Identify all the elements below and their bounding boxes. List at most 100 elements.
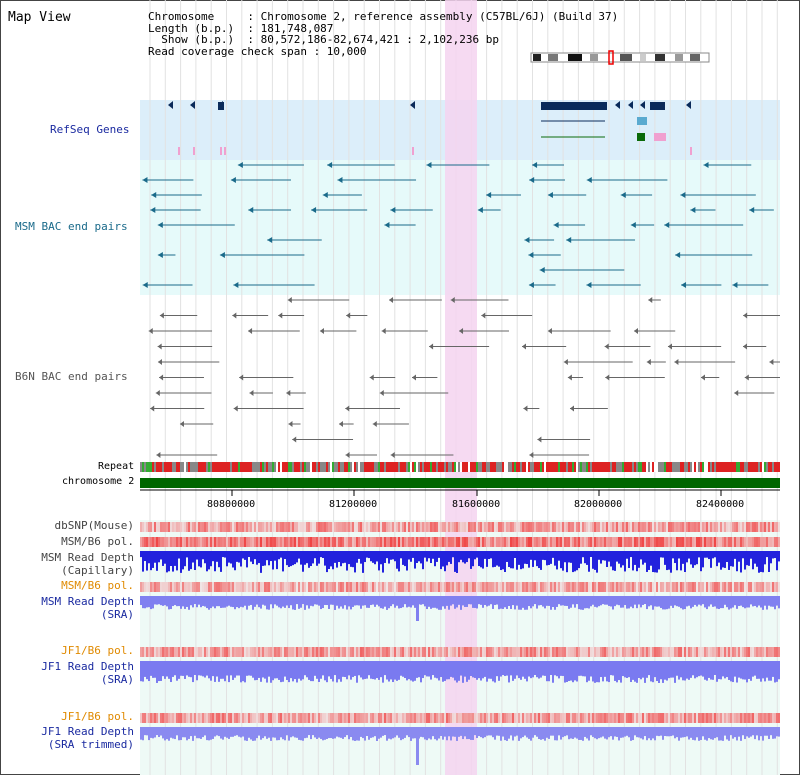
heat-cell [650, 647, 652, 657]
repeat-segment [372, 462, 374, 472]
heat-cell [536, 582, 538, 592]
b6n-bac-end [605, 374, 610, 381]
depth-bar [484, 557, 486, 559]
heat-cell [754, 537, 756, 547]
track-label-refseq[interactable]: RefSeq Genes [50, 123, 130, 136]
depth-bar [582, 604, 584, 610]
depth-bar [276, 735, 278, 741]
heat-cell [672, 582, 674, 592]
depth-bar [186, 735, 188, 741]
repeat-segment [534, 462, 536, 472]
depth-bar [174, 604, 176, 606]
heat-cell [710, 647, 712, 657]
depth-bar [460, 604, 462, 610]
repeat-segment [332, 462, 334, 472]
depth-bar [230, 604, 232, 607]
heat-cell [378, 713, 380, 723]
repeat-segment [198, 462, 200, 472]
heat-cell [520, 537, 522, 547]
heat-cell [256, 713, 258, 723]
heat-cell [764, 582, 766, 592]
heat-cell [192, 537, 194, 547]
depth-bar [560, 735, 562, 740]
depth-baseline [140, 551, 780, 557]
heat-cell [322, 582, 324, 592]
heat-cell [568, 647, 570, 657]
repeat-segment [286, 462, 288, 472]
ideogram-band [655, 54, 665, 61]
heat-cell [378, 647, 380, 657]
depth-bar [378, 735, 380, 739]
heat-cell [296, 647, 298, 657]
heat-cell [600, 582, 602, 592]
repeat-segment [766, 462, 768, 472]
depth-bar [196, 735, 198, 739]
b6n-bac-end [529, 452, 534, 458]
track-label-jf1-b6-pol: JF1/B6 pol. [61, 644, 134, 657]
heat-cell [544, 647, 546, 657]
heat-cell [270, 522, 272, 532]
ideogram-band [640, 54, 646, 61]
heat-cell [578, 537, 580, 547]
repeat-segment [458, 462, 460, 472]
heat-cell [744, 537, 746, 547]
depth-bar [394, 557, 396, 562]
msm-bac-end [703, 162, 709, 168]
depth-bar [168, 557, 170, 572]
depth-bar [612, 604, 614, 610]
heat-cell [682, 713, 684, 723]
track-label-b6n-bac[interactable]: B6N BAC end pairs [15, 370, 128, 383]
heat-cell [218, 647, 220, 657]
heat-cell [170, 582, 172, 592]
depth-bar [720, 604, 722, 609]
heat-cell [764, 537, 766, 547]
heat-cell [700, 522, 702, 532]
msm-bac-end [311, 207, 317, 213]
heat-cell [486, 537, 488, 547]
heat-cell [606, 582, 608, 592]
depth-bar [194, 735, 196, 736]
depth-bar [746, 735, 748, 737]
depth-bar [208, 557, 210, 570]
depth-bar [768, 557, 770, 572]
depth-bar [640, 557, 642, 560]
depth-bar [328, 675, 330, 677]
depth-bar [552, 675, 554, 683]
depth-bar [468, 557, 470, 559]
heat-cell [550, 522, 552, 532]
depth-bar [466, 557, 468, 563]
repeat-segment [682, 462, 684, 472]
depth-bar [316, 604, 318, 605]
heat-cell [188, 647, 190, 657]
depth-bar [330, 735, 332, 739]
depth-bar [290, 675, 292, 679]
gene-mark [412, 147, 414, 155]
heat-cell [154, 582, 156, 592]
depth-bar [318, 557, 320, 564]
track-label-msm-bac[interactable]: MSM BAC end pairs [15, 220, 128, 233]
heat-cell [614, 537, 616, 547]
heat-cell [542, 582, 544, 592]
heat-cell [260, 537, 262, 547]
depth-bar [340, 735, 342, 738]
heat-cell [500, 713, 502, 723]
depth-bar [290, 557, 292, 567]
depth-bar [664, 735, 666, 736]
heat-cell [730, 537, 732, 547]
depth-bar [450, 557, 452, 564]
heat-cell [478, 647, 480, 657]
depth-bar [288, 604, 290, 609]
heat-cell [568, 522, 570, 532]
depth-bar [414, 735, 416, 739]
heat-cell [706, 647, 708, 657]
repeat-segment [384, 462, 386, 472]
heat-cell [396, 713, 398, 723]
heat-cell [174, 582, 176, 592]
depth-bar [522, 735, 524, 738]
heat-cell [244, 582, 246, 592]
b6n-bac-end [233, 405, 238, 412]
depth-bar [484, 604, 486, 605]
repeat-segment [256, 462, 258, 472]
heat-cell [512, 582, 514, 592]
heat-cell [712, 647, 714, 657]
